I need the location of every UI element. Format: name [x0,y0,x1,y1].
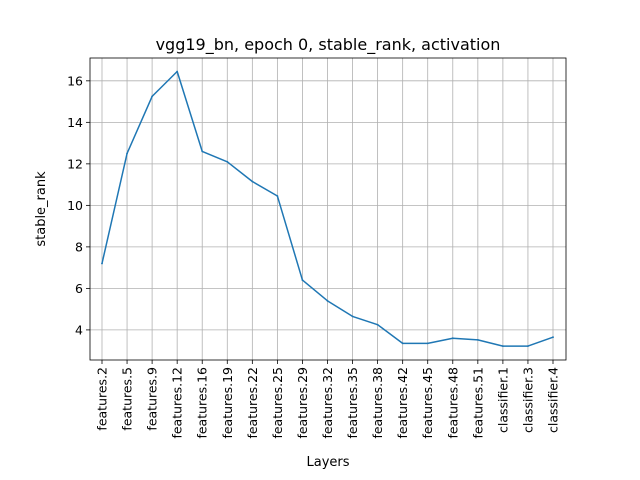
y-tick-label: 16 [67,73,83,88]
x-tick-label: classifier.4 [546,367,561,433]
data-point [201,150,204,153]
data-point [376,323,379,326]
data-point [552,336,554,339]
data-point [126,152,128,155]
x-tick-label: classifier.1 [495,367,510,433]
y-axis-label: stable_rank [34,171,49,247]
x-tick-label: features.51 [470,367,485,439]
data-point [301,279,304,281]
x-tick-label: features.9 [145,367,160,431]
data-point [426,342,429,345]
data-point [251,180,254,183]
x-tick-label: features.5 [120,367,135,431]
x-tick-label: features.25 [270,367,285,439]
data-point [476,338,479,341]
data-point [176,70,179,73]
grid [90,58,566,360]
x-tick-label: features.29 [295,367,310,439]
x-tick-label: features.45 [420,367,435,439]
chart-title: vgg19_bn, epoch 0, stable_rank, activati… [156,35,501,55]
series-group [101,70,554,347]
x-tick-label: features.19 [220,367,235,439]
x-tick-label: features.35 [345,367,360,439]
data-point [401,342,404,345]
data-point [226,160,229,163]
x-tick-label: features.16 [195,367,210,439]
x-tick-label: features.32 [320,367,335,439]
y-axis: 4 6 8 10 12 14 16 [67,73,90,337]
data-point [527,345,529,347]
data-point [451,337,454,340]
x-tick-label: features.38 [370,367,385,439]
x-tick-label: features.22 [245,367,260,439]
data-point [101,262,103,265]
plot-frame [89,57,567,361]
x-tick-label: features.42 [395,367,410,439]
y-tick-label: 4 [75,322,83,337]
data-point [151,95,154,98]
y-tick-label: 6 [75,281,83,296]
data-point [351,315,354,318]
data-point [276,195,279,197]
y-tick-label: 12 [67,156,83,171]
data-point [501,345,504,347]
x-axis-label: Layers [306,455,349,470]
x-tick-label: features.12 [170,367,185,439]
x-axis: features.2 features.5 features.9 features.1… [95,360,561,439]
data-point [326,299,329,302]
x-tick-label: features.2 [95,367,110,431]
y-tick-label: 14 [67,115,83,130]
x-tick-label: features.48 [445,367,460,439]
y-tick-label: 10 [67,198,83,213]
y-tick-label: 8 [75,239,83,254]
x-tick-label: classifier.3 [520,367,535,433]
